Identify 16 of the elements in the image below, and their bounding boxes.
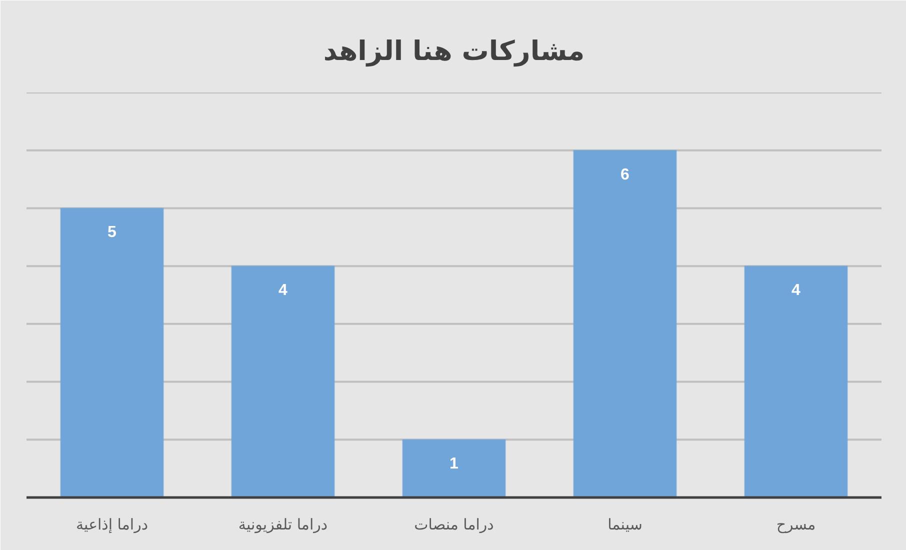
bar: [60, 208, 164, 498]
x-tick-label: سينما: [608, 516, 642, 534]
bar: [744, 266, 848, 498]
data-label: 5: [108, 224, 117, 242]
x-tick-label: دراما تلفزيونية: [238, 516, 328, 534]
x-tick-label: دراما منصات: [414, 516, 494, 534]
bar: [573, 150, 677, 498]
x-tick-label: دراما إذاعية: [76, 516, 148, 534]
x-tick-label: مسرح: [776, 516, 816, 534]
chart-title: مشاركات هنا الزاهد: [323, 36, 585, 67]
data-label: 4: [792, 282, 801, 300]
bar: [231, 266, 335, 498]
data-label: 6: [620, 166, 630, 184]
bar: [402, 439, 506, 498]
data-label: 4: [278, 282, 288, 300]
data-label: 1: [450, 456, 459, 473]
